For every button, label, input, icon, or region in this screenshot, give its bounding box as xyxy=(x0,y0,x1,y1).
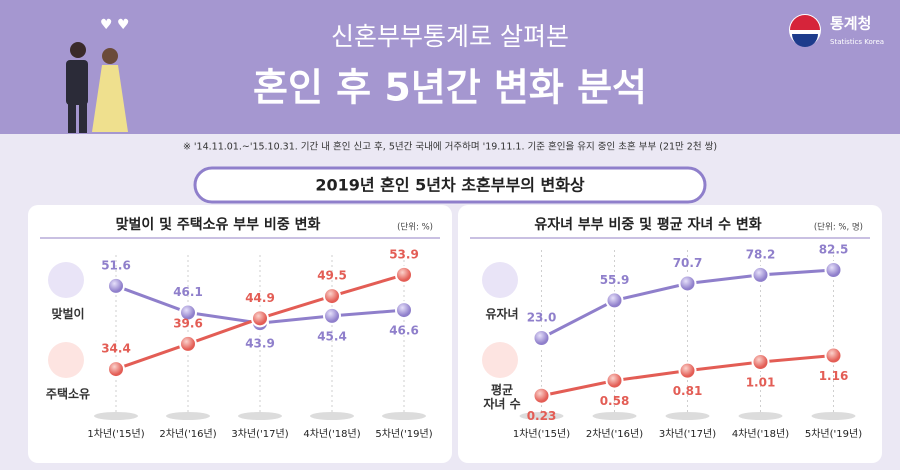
header-subtitle: 신혼부부통계로 살펴본 xyxy=(331,22,569,51)
data-label: 49.5 xyxy=(317,269,347,283)
legend-icon xyxy=(482,342,518,378)
data-point xyxy=(678,361,697,380)
data-label: 0.81 xyxy=(673,384,703,398)
unit: (단위: %, 명) xyxy=(814,222,863,233)
data-point xyxy=(179,303,197,322)
data-point xyxy=(605,291,624,310)
x-tick-label: 5차년('19년) xyxy=(375,428,432,440)
x-tick-label: 2차년('16년) xyxy=(586,428,643,440)
category-base xyxy=(811,412,856,420)
logo-mark xyxy=(790,15,820,30)
data-point xyxy=(751,265,770,284)
category-base xyxy=(166,412,210,420)
logo-text: 통계청 xyxy=(830,15,871,33)
x-tick-label: 3차년('17년) xyxy=(659,428,716,440)
category-base xyxy=(94,412,138,420)
logo-text-en: Statistics Korea xyxy=(830,38,884,46)
data-label: 78.2 xyxy=(746,247,776,261)
data-label: 0.23 xyxy=(527,409,557,423)
category-base xyxy=(665,412,710,420)
data-point xyxy=(107,360,125,379)
data-label: 34.4 xyxy=(101,342,131,356)
category-base xyxy=(592,412,637,420)
category-base xyxy=(238,412,282,420)
header-title: 혼인 후 5년간 변화 분석 xyxy=(253,66,647,110)
category-base xyxy=(382,412,426,420)
data-label: 46.1 xyxy=(173,285,203,299)
x-tick-label: 1차년('15년) xyxy=(87,428,144,440)
data-label: 44.9 xyxy=(245,291,275,305)
data-point xyxy=(179,334,197,353)
svg-text:♥ ♥: ♥ ♥ xyxy=(100,17,130,33)
banner-text: 2019년 혼인 5년차 초혼부부의 변화상 xyxy=(315,176,585,195)
unit: (단위: %) xyxy=(397,222,433,233)
data-point xyxy=(107,276,125,295)
legend-label: 평균 자녀 수 xyxy=(483,383,521,411)
panel-title: 맞벌이 및 주택소유 부부 비중 변화 xyxy=(116,216,321,233)
data-label: 82.5 xyxy=(819,243,849,257)
logo-mark xyxy=(792,34,818,47)
x-tick-label: 3차년('17년) xyxy=(231,428,288,440)
x-tick-label: 4차년('18년) xyxy=(303,428,360,440)
data-label: 46.6 xyxy=(389,324,419,338)
x-tick-label: 1차년('15년) xyxy=(513,428,570,440)
couple-illustration: ♥ ♥ xyxy=(66,17,130,133)
panel xyxy=(28,205,452,463)
note: ※ '14.11.01.~'15.10.31. 기간 내 혼인 신고 후, 5년… xyxy=(183,141,717,153)
header-band xyxy=(0,0,900,134)
data-label: 70.7 xyxy=(673,256,703,270)
panel xyxy=(458,205,882,463)
data-label: 45.4 xyxy=(317,329,347,343)
data-label: 53.9 xyxy=(389,247,419,261)
legend-label: 맞벌이 xyxy=(51,307,85,321)
data-label: 23.0 xyxy=(527,311,557,325)
x-tick-label: 5차년('19년) xyxy=(805,428,862,440)
data-point xyxy=(824,346,843,365)
data-point xyxy=(824,261,843,279)
data-point xyxy=(323,287,341,306)
panel-title: 유자녀 부부 비중 및 평균 자녀 수 변화 xyxy=(534,216,761,233)
data-point xyxy=(678,274,697,293)
data-point xyxy=(395,301,413,320)
x-tick-label: 4차년('18년) xyxy=(732,428,789,440)
data-label: 1.01 xyxy=(746,376,776,390)
category-base xyxy=(310,412,354,420)
data-label: 55.9 xyxy=(600,273,630,287)
data-label: 51.6 xyxy=(101,258,131,272)
legend-icon xyxy=(482,262,518,298)
data-point xyxy=(323,306,341,325)
category-base xyxy=(738,412,783,420)
data-point xyxy=(532,386,551,405)
data-point xyxy=(395,265,413,284)
legend-icon xyxy=(48,262,84,298)
data-point xyxy=(532,329,551,347)
banner xyxy=(193,166,707,204)
legend-icon xyxy=(48,342,84,378)
data-label: 43.9 xyxy=(245,337,275,351)
x-tick-label: 2차년('16년) xyxy=(159,428,216,440)
data-point xyxy=(251,309,269,328)
data-label: 0.58 xyxy=(600,394,630,408)
legend-label: 주택소유 xyxy=(45,387,91,401)
legend-label: 유자녀 xyxy=(485,307,519,321)
data-point xyxy=(605,371,624,390)
data-label: 1.16 xyxy=(819,369,849,383)
data-point xyxy=(751,353,770,371)
data-label: 39.6 xyxy=(173,316,203,330)
category-base xyxy=(519,412,564,420)
